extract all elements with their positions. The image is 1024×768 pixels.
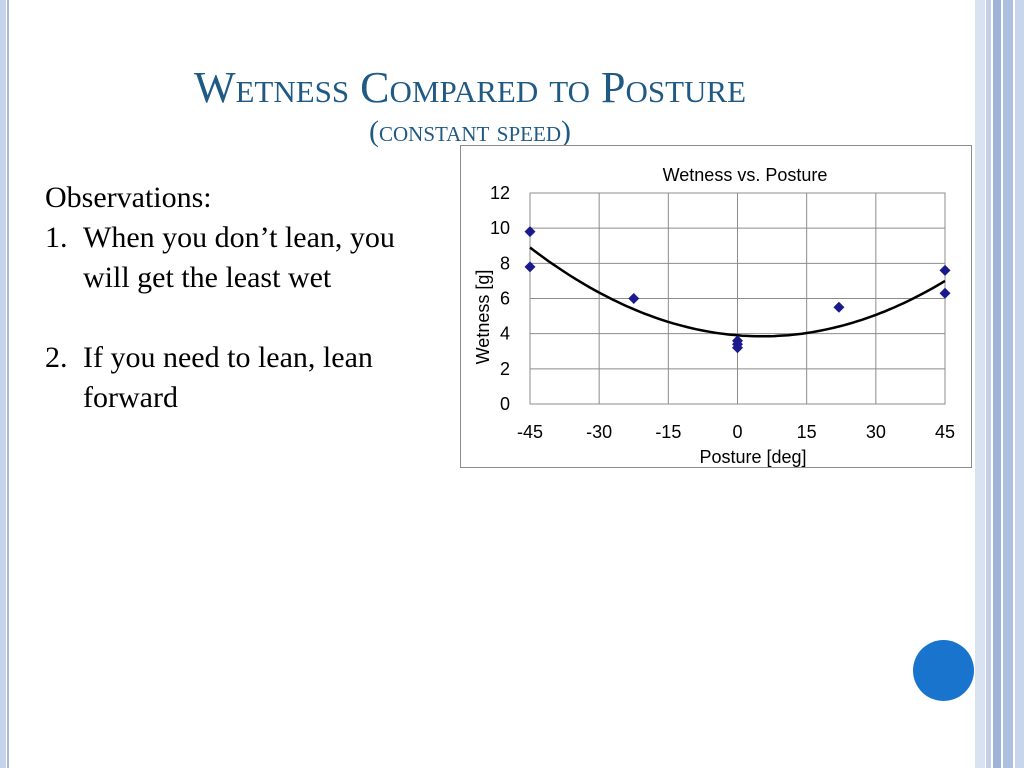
right-border-decoration xyxy=(975,0,1024,768)
data-point xyxy=(524,261,536,273)
data-point xyxy=(833,301,845,313)
y-tick-label: 4 xyxy=(500,324,510,344)
observation-number: 2. xyxy=(45,341,68,374)
slide-subtitle: (constant speed) xyxy=(369,115,571,148)
left-border-decoration xyxy=(0,0,9,768)
wetness-posture-chart: Wetness vs. Posture -45 -30 -15 0 15 30 45 0 2 4 6… xyxy=(473,165,955,467)
slide-title: Wetness Compared to Posture xyxy=(193,63,747,112)
x-tick-label: 0 xyxy=(732,422,742,442)
observation-number: 1. xyxy=(45,221,68,254)
observation-text: If you need to lean, lean forward xyxy=(83,341,373,414)
observations-block: Observations: 1. When you don’t lean, yo… xyxy=(45,178,445,418)
y-tick-label: 12 xyxy=(490,183,510,203)
y-tick-label: 2 xyxy=(500,359,510,379)
data-point xyxy=(732,342,743,354)
x-tick-label: -15 xyxy=(655,422,681,442)
chart-grid xyxy=(529,192,946,405)
chart-tick-labels: -45 -30 -15 0 15 30 45 0 2 4 6 8 10 12 xyxy=(490,183,955,442)
y-tick-label: 8 xyxy=(500,253,510,273)
data-point xyxy=(939,264,951,276)
y-tick-label: 10 xyxy=(490,218,510,238)
data-point xyxy=(524,226,536,238)
y-tick-label: 6 xyxy=(500,289,510,309)
x-tick-label: 30 xyxy=(866,422,886,442)
x-tick-label: -30 xyxy=(586,422,612,442)
data-point xyxy=(939,287,951,299)
x-tick-label: 45 xyxy=(935,422,955,442)
x-tick-label: 15 xyxy=(797,422,817,442)
observation-text: When you don’t lean, you will get the le… xyxy=(83,221,395,294)
observation-item: 2. If you need to lean, lean forward xyxy=(45,338,445,418)
accent-circle-decoration xyxy=(913,640,974,701)
chart-title: Wetness vs. Posture xyxy=(663,165,828,185)
data-point xyxy=(628,293,640,304)
data-points xyxy=(524,226,951,354)
y-tick-label: 0 xyxy=(500,394,510,414)
x-axis-label: Posture [deg] xyxy=(699,447,806,467)
observation-item: 1. When you don’t lean, you will get the… xyxy=(45,218,445,298)
x-tick-label: -45 xyxy=(517,422,543,442)
observations-list: 1. When you don’t lean, you will get the… xyxy=(45,218,445,418)
chart-container: Wetness vs. Posture -45 -30 -15 0 15 30 45 0 2 4 6… xyxy=(460,145,972,468)
observations-heading: Observations: xyxy=(45,181,212,214)
y-axis-label: Wetness [g] xyxy=(473,270,493,365)
